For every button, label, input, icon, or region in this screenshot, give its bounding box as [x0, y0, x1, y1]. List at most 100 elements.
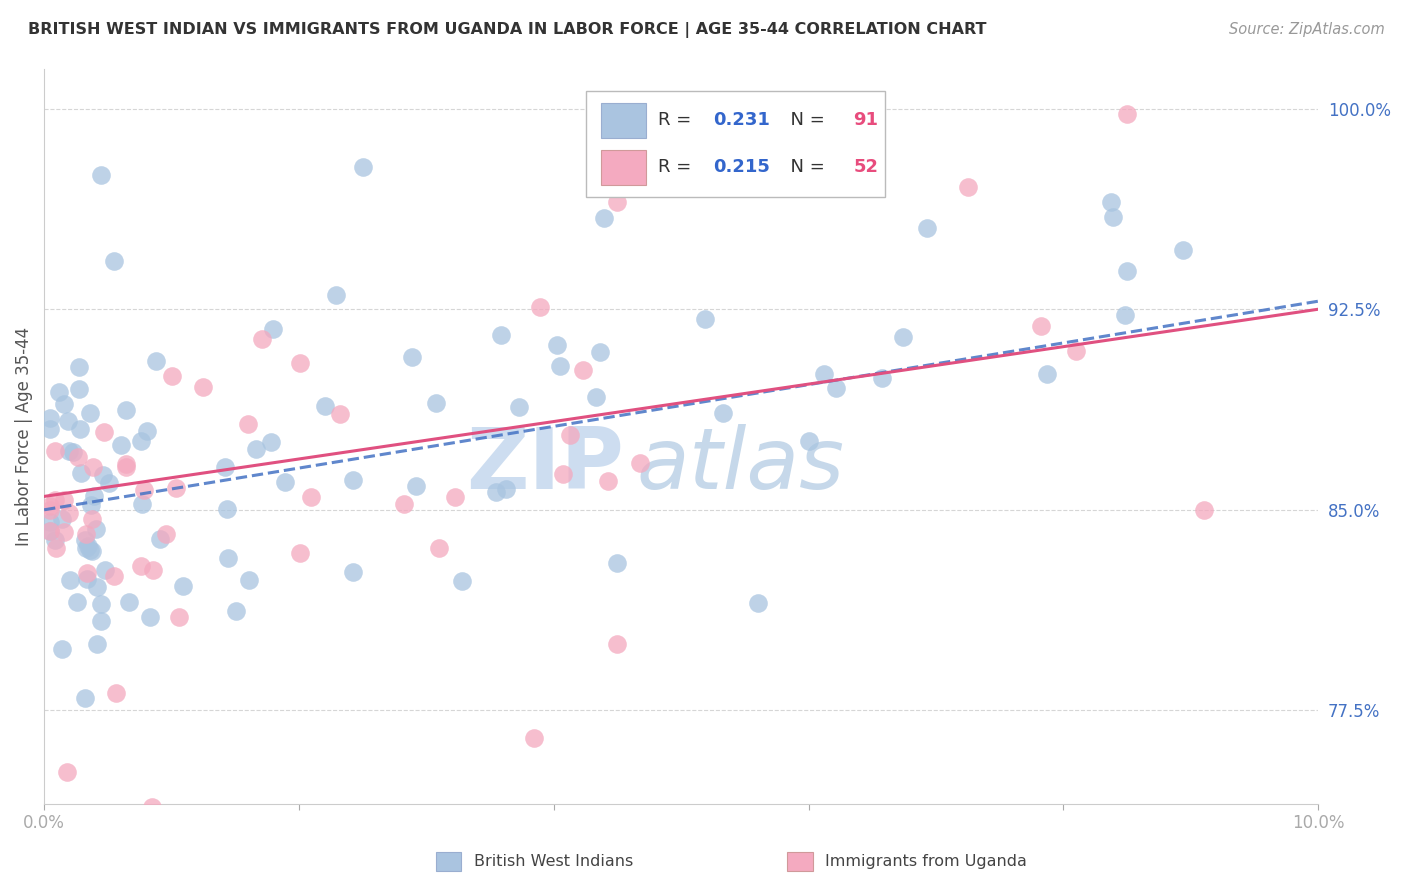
Point	[45, 541, 67, 555]
Point	[136, 424, 159, 438]
Point	[103, 254, 125, 268]
Point	[342, 565, 364, 579]
Point	[551, 467, 574, 482]
Point	[39, 411, 62, 425]
Point	[115, 460, 138, 475]
Point	[405, 479, 427, 493]
Point	[53, 492, 76, 507]
Point	[915, 221, 938, 235]
Point	[75, 541, 97, 555]
Point	[167, 610, 190, 624]
Text: N =: N =	[779, 112, 831, 129]
Point	[86, 637, 108, 651]
Point	[52, 524, 75, 539]
Point	[1064, 344, 1087, 359]
Point	[66, 595, 89, 609]
Point	[51, 642, 73, 657]
FancyBboxPatch shape	[600, 150, 645, 185]
FancyBboxPatch shape	[586, 91, 884, 197]
Point	[427, 541, 450, 555]
Point	[91, 467, 114, 482]
Point	[813, 368, 835, 382]
Point	[77, 539, 100, 553]
Point	[132, 483, 155, 498]
Point	[94, 563, 117, 577]
Point	[1171, 243, 1194, 257]
Point	[325, 288, 347, 302]
Point	[104, 686, 127, 700]
Point	[69, 382, 91, 396]
Point	[75, 691, 97, 706]
Point	[76, 566, 98, 581]
Point	[39, 422, 62, 436]
Text: ZIP: ZIP	[467, 425, 624, 508]
Point	[90, 597, 112, 611]
Text: N =: N =	[779, 159, 831, 177]
Point	[82, 459, 104, 474]
Point	[1192, 503, 1215, 517]
Point	[589, 344, 612, 359]
Point	[495, 482, 517, 496]
Point	[1114, 309, 1136, 323]
Point	[90, 614, 112, 628]
Point	[236, 417, 259, 432]
FancyBboxPatch shape	[600, 103, 645, 138]
Point	[145, 354, 167, 368]
Point	[69, 422, 91, 436]
Point	[485, 485, 508, 500]
Point	[58, 506, 80, 520]
Point	[606, 556, 628, 570]
Point	[238, 573, 260, 587]
Point	[80, 498, 103, 512]
Point	[352, 161, 374, 175]
Point	[711, 406, 734, 420]
Point	[62, 445, 84, 459]
Text: 52: 52	[853, 159, 879, 177]
Point	[245, 442, 267, 457]
Point	[693, 312, 716, 326]
Text: Source: ZipAtlas.com: Source: ZipAtlas.com	[1229, 22, 1385, 37]
Point	[56, 414, 79, 428]
Point	[44, 533, 66, 548]
Text: atlas: atlas	[637, 425, 845, 508]
Point	[141, 799, 163, 814]
Point	[39, 524, 62, 539]
Point	[259, 435, 281, 450]
Point	[1099, 195, 1122, 210]
Point	[39, 499, 62, 513]
Point	[59, 574, 82, 588]
Point	[53, 397, 76, 411]
Y-axis label: In Labor Force | Age 35-44: In Labor Force | Age 35-44	[15, 326, 32, 546]
Point	[1102, 211, 1125, 225]
Point	[48, 384, 70, 399]
Point	[84, 522, 107, 536]
Point	[956, 180, 979, 194]
Point	[548, 359, 571, 373]
Point	[115, 457, 138, 471]
Point	[747, 596, 769, 610]
Point	[491, 328, 513, 343]
Point	[149, 532, 172, 546]
Point	[214, 460, 236, 475]
Text: 0.215: 0.215	[713, 159, 770, 177]
Point	[76, 572, 98, 586]
Point	[606, 195, 628, 210]
Point	[217, 550, 239, 565]
Point	[529, 300, 551, 314]
Point	[39, 524, 62, 538]
Point	[342, 473, 364, 487]
Point	[425, 396, 447, 410]
Point	[86, 580, 108, 594]
Point	[82, 544, 104, 558]
Point	[110, 438, 132, 452]
Point	[262, 322, 284, 336]
Point	[596, 474, 619, 488]
Point	[225, 604, 247, 618]
Point	[1116, 264, 1139, 278]
Point	[217, 502, 239, 516]
Point	[67, 359, 90, 374]
Point	[51, 511, 73, 525]
Point	[139, 610, 162, 624]
Point	[172, 579, 194, 593]
Point	[274, 475, 297, 490]
